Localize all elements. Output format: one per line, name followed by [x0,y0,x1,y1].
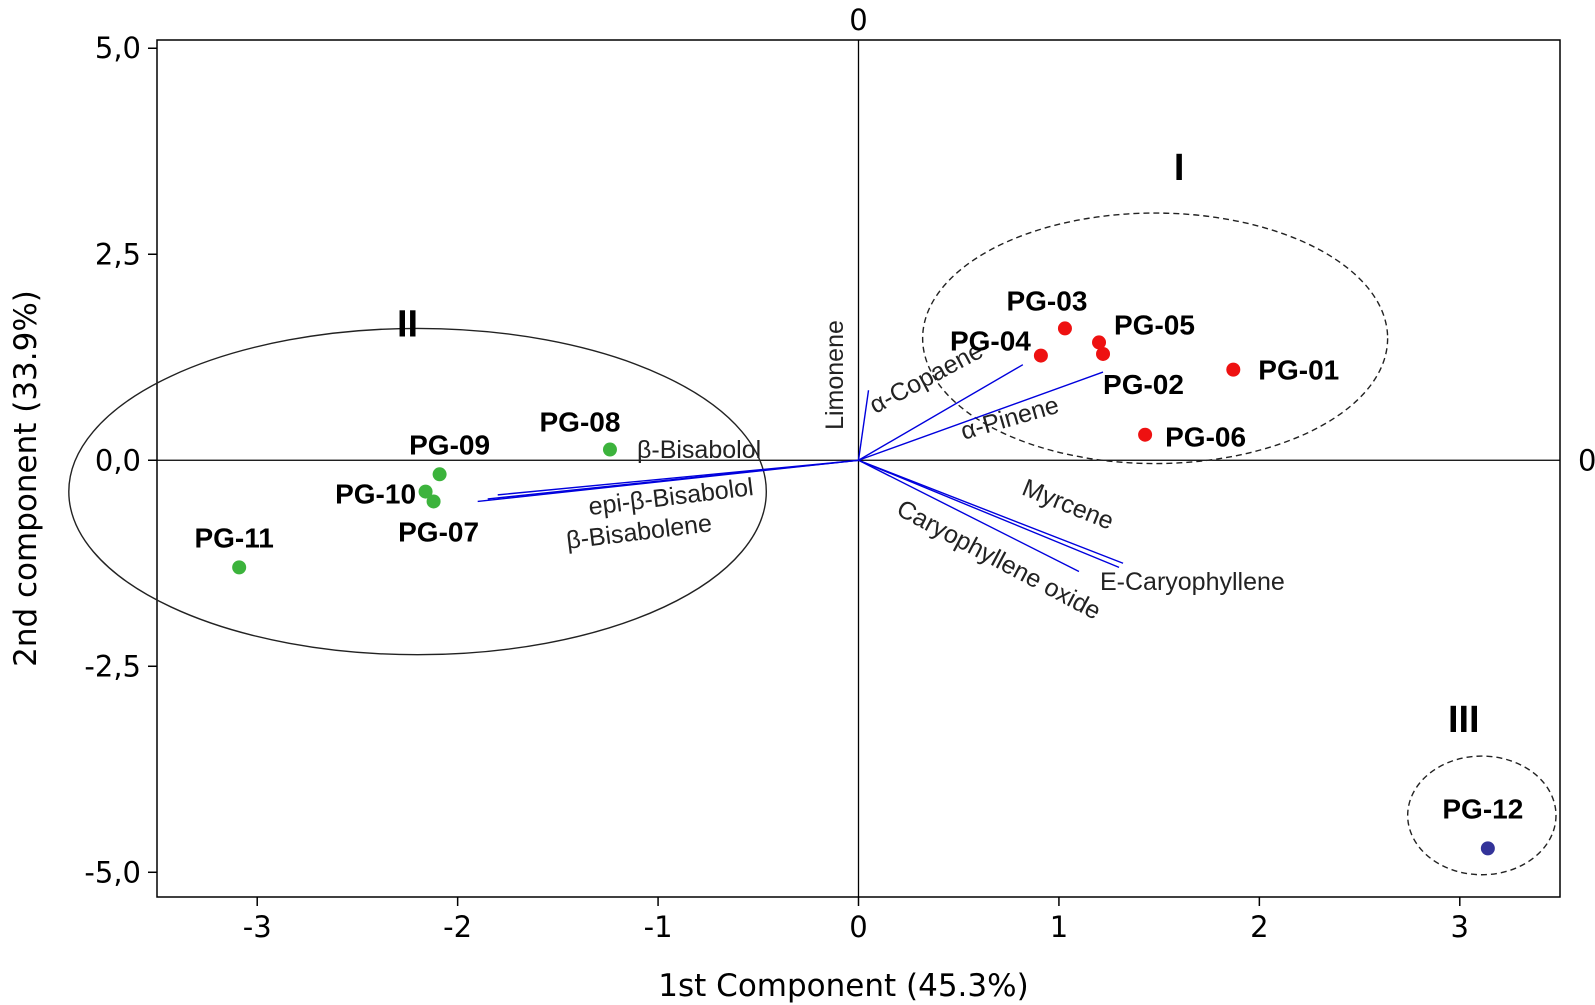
loading-vector [858,459,1080,573]
y-axis-title: 2nd component (33.9%) [8,290,44,667]
y-tick-label: 2,5 [95,237,141,271]
x-axis-title: 1st Component (45.3%) [658,968,1028,1004]
loading-vector [858,371,1104,461]
y-tick-label: -5,0 [84,855,141,889]
group-label-i: I [1174,147,1185,189]
loading-label: Myrcene [1018,474,1117,536]
x-tick-label: -1 [644,910,673,944]
observation-label: PG-02 [1103,369,1184,400]
observation-point [602,442,617,457]
y-tick-label: 0,0 [95,443,141,477]
x-tick-label: -3 [243,910,272,944]
loading-vector [858,364,1024,461]
observation-points-layer [232,321,1495,856]
x-tick-label: 3 [1451,910,1469,944]
group-ellipse-i [921,212,1389,465]
observation-label: PG-12 [1442,793,1523,824]
observation-label: PG-08 [539,407,620,438]
observation-label: PG-03 [1006,285,1087,316]
observation-label: PG-07 [398,516,479,547]
observation-label: PG-04 [950,326,1031,357]
x-tick-label: 1 [1050,910,1068,944]
y-tick-label: 5,0 [95,31,141,65]
observation-label: PG-05 [1114,309,1195,340]
reference-label-right: 0 [1578,443,1595,477]
loading-vector [857,390,870,461]
observation-label: PG-06 [1165,422,1246,453]
loading-vectors-layer [477,364,1124,573]
plot-frame-layer [148,39,1561,906]
loading-label: Limonene [821,320,849,430]
group-label-iii: III [1448,699,1480,741]
x-tick-label: -2 [443,910,472,944]
loading-label: α-Pinene [958,391,1062,446]
observation-label: PG-11 [194,522,273,553]
loading-vector [477,459,859,503]
loading-vector [858,459,1120,569]
observation-label: PG-10 [335,479,416,510]
observation-point [1092,335,1107,350]
loading-label: β-Bisabolol [637,436,761,464]
group-ellipse-ii [68,327,768,656]
observation-point [232,560,247,575]
observation-point [432,467,447,482]
reference-label-top: 0 [849,3,867,37]
observation-point [1096,346,1111,361]
observation-label: PG-09 [409,429,490,460]
x-tick-label: 2 [1250,910,1268,944]
observation-point [1480,841,1495,856]
observation-point [1226,362,1241,377]
group-ellipse-iii [1406,755,1557,876]
loading-vector [858,459,1124,564]
observation-point [1033,348,1048,363]
loading-label: E-Caryophyllene [1100,568,1285,596]
observation-point [1057,321,1072,336]
observation-point [426,494,441,509]
observation-point [1138,427,1153,442]
y-tick-label: -2,5 [84,649,141,683]
text-layer: -3 -2 -1 0 1 2 3 5,0 2,5 0,0 -2,5 -5,0 0 0 1st Compone… [8,3,1595,1004]
observation-point [418,484,433,499]
loading-label: β-Bisabolene [565,509,714,555]
group-label-ii: II [397,304,418,346]
group-ellipses-layer [68,212,1557,876]
observation-label: PG-01 [1258,355,1339,386]
x-tick-label: 0 [849,910,867,944]
